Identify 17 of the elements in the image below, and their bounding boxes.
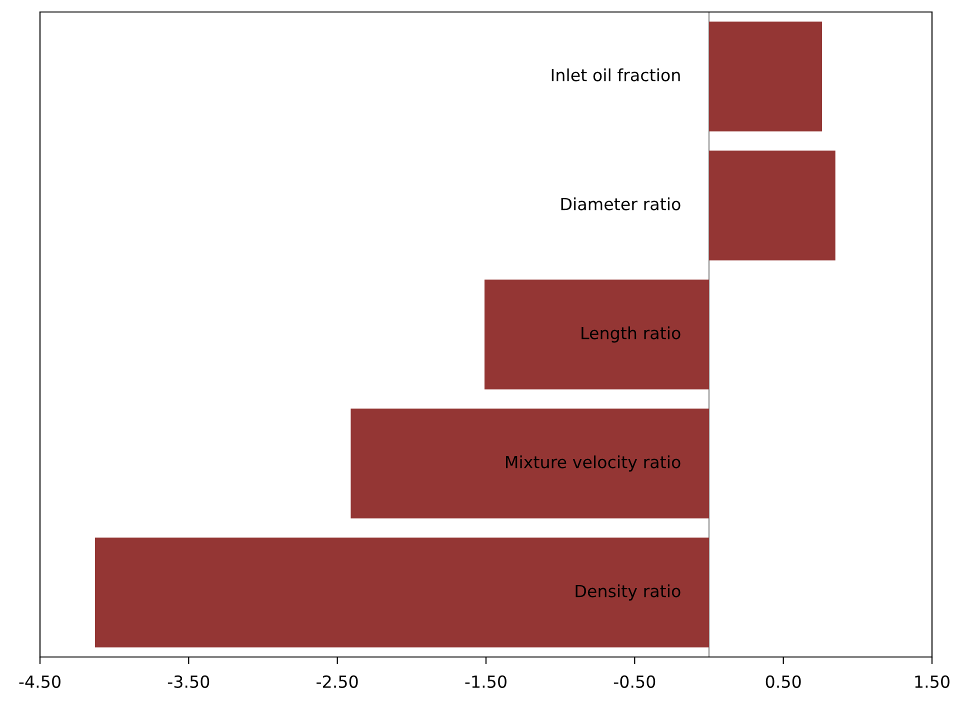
bar <box>709 150 836 260</box>
x-tick-label: -0.50 <box>614 675 656 688</box>
x-tick-label: -1.50 <box>465 675 506 688</box>
y-tick-label: Length ratio <box>582 326 680 343</box>
y-tick-label: Density ratio <box>576 584 680 601</box>
bar <box>484 280 709 390</box>
x-tick-label: -2.50 <box>316 675 358 688</box>
x-tick-label: 1.50 <box>915 675 950 688</box>
x-tick-label: 0.50 <box>766 675 801 688</box>
bar <box>350 408 709 518</box>
y-tick-label: Mixture velocity ratio <box>506 455 680 472</box>
bar <box>95 538 709 648</box>
bar <box>709 22 822 132</box>
y-tick-label: Diameter ratio <box>561 197 680 210</box>
x-tick-label: -3.50 <box>168 675 210 688</box>
x-tick-label: -4.50 <box>19 675 60 688</box>
y-tick-label: Inlet oil fraction <box>552 68 680 82</box>
